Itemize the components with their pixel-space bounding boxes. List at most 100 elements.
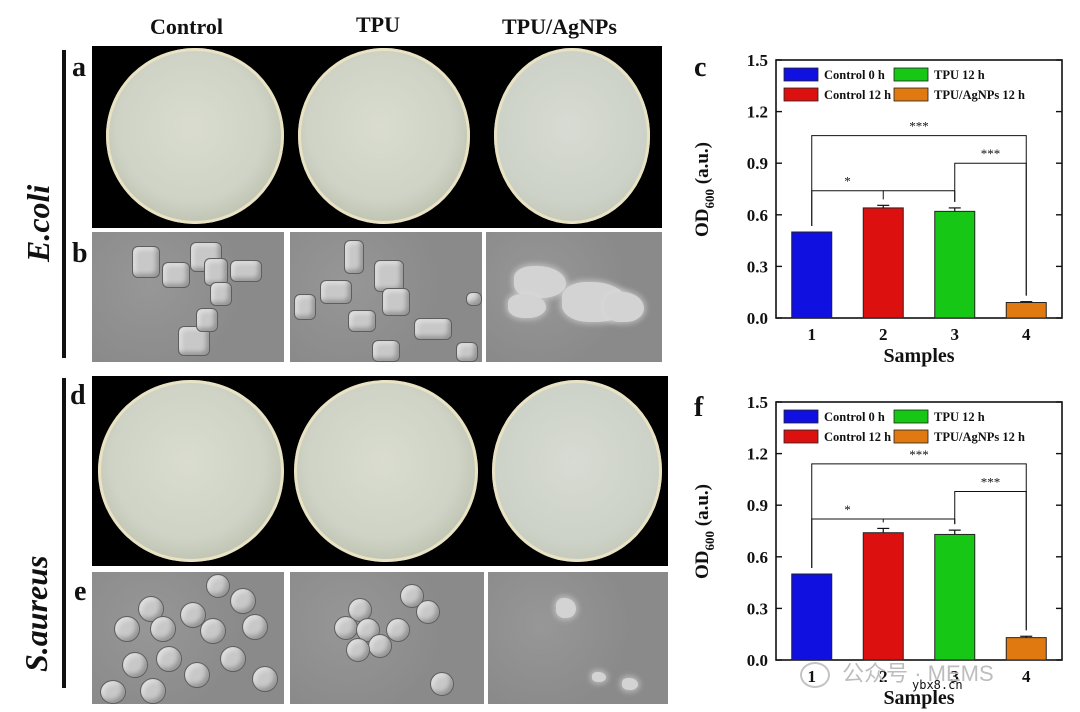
- legend-swatch: [783, 87, 819, 102]
- petri-dish-saureus-tpu-agnps: [492, 380, 662, 562]
- bar: [791, 573, 833, 661]
- bacterium-cell: [220, 646, 246, 672]
- sem-image-saureus-tpu-agnps: [488, 572, 668, 704]
- cell-debris: [592, 672, 606, 682]
- panel-label-c: c: [694, 52, 707, 83]
- x-tick-label: 1: [808, 325, 817, 344]
- y-tick-label: 1.2: [747, 103, 768, 122]
- bacterium-cell: [344, 240, 364, 274]
- significance-label: ***: [981, 146, 1001, 161]
- legend-label: Control 0 h: [824, 410, 885, 424]
- bacterium-cell: [320, 280, 352, 304]
- y-tick-label: 0.0: [747, 651, 768, 670]
- bacterium-cell: [346, 638, 370, 662]
- legend-label: Control 12 h: [824, 430, 891, 444]
- bacterium-cell: [466, 292, 482, 306]
- bar: [791, 231, 833, 319]
- column-title-tpu-agnps: TPU/AgNPs: [502, 14, 617, 39]
- y-tick-label: 0.0: [747, 309, 768, 328]
- bacterium-cell: [204, 258, 228, 286]
- legend-swatch: [893, 67, 929, 82]
- sem-image-ecoli-control: [92, 232, 284, 362]
- legend-swatch: [783, 409, 819, 424]
- legend-label: TPU 12 h: [934, 410, 985, 424]
- panel-label-a: a: [72, 52, 86, 83]
- y-tick-label: 1.5: [747, 51, 768, 70]
- bacterium-cell: [242, 614, 268, 640]
- column-title-tpu: TPU: [356, 12, 400, 37]
- y-tick-label: 0.3: [747, 599, 768, 618]
- petri-dish-ecoli-tpu-agnps: [494, 48, 650, 224]
- saureus-group-line: [62, 378, 66, 688]
- panel-label-b: b: [72, 238, 88, 269]
- chart-panel-c: 0.00.30.60.91.21.51 2 3 4*******Control 0 h…: [692, 51, 1063, 367]
- plot-frame: [775, 59, 1063, 319]
- x-tick-label: 3: [951, 325, 960, 344]
- legend-swatch: [893, 87, 929, 102]
- bacterium-cell: [140, 678, 166, 704]
- bacterium-cell: [456, 342, 478, 362]
- significance-label: ***: [909, 447, 929, 462]
- petri-dish-ecoli-control: [106, 48, 284, 224]
- sem-image-ecoli-tpu-agnps: [486, 232, 662, 362]
- bacterium-cell: [334, 616, 358, 640]
- petri-dish-saureus-control: [98, 380, 284, 562]
- bar: [1005, 637, 1047, 661]
- bacterium-cell: [374, 260, 404, 292]
- sem-image-saureus-control: [92, 572, 284, 704]
- y-tick-label: 0.6: [747, 548, 768, 567]
- petri-dish-strip-saureus: [92, 376, 668, 566]
- cell-debris: [514, 266, 566, 298]
- bacterium-cell: [230, 588, 256, 614]
- watermark-text: 公众号 · MEMS: [842, 661, 994, 686]
- bacterium-cell: [230, 260, 262, 282]
- panel-label-e: e: [74, 576, 87, 607]
- y-tick-label: 0.6: [747, 206, 768, 225]
- bacterium-cell: [294, 294, 316, 320]
- legend-swatch: [893, 409, 929, 424]
- y-axis-label: OD600 (a.u.): [692, 142, 717, 237]
- bacterium-cell: [414, 318, 452, 340]
- significance-label: *: [844, 174, 851, 189]
- bacterium-cell: [348, 310, 376, 332]
- panel-label-d: d: [70, 380, 86, 411]
- chart-panel-f: 0.00.30.60.91.21.51 2 3 4*******Control 0 h…: [692, 393, 1063, 709]
- cell-debris: [508, 294, 546, 318]
- bacterium-cell: [122, 652, 148, 678]
- column-title-control: Control: [150, 14, 223, 39]
- x-tick-label: 4: [1022, 325, 1031, 344]
- species-label-ecoli: E.coli: [20, 184, 56, 262]
- x-tick-label: 2: [879, 667, 888, 686]
- bacterium-cell: [114, 616, 140, 642]
- bacterium-cell: [150, 616, 176, 642]
- y-tick-label: 1.5: [747, 393, 768, 412]
- watermark: 公众号 · MEMS: [800, 656, 994, 689]
- legend-swatch: [893, 429, 929, 444]
- petri-dish-saureus-tpu: [294, 380, 478, 562]
- y-tick-label: 0.9: [747, 496, 768, 515]
- significance-bracket: [811, 463, 1027, 631]
- x-axis-label: Samples: [883, 687, 954, 709]
- petri-dish-ecoli-tpu: [298, 48, 470, 224]
- legend-label: TPU/AgNPs 12 h: [934, 430, 1025, 444]
- x-tick-label: 3: [951, 667, 960, 686]
- bacterium-cell: [430, 672, 454, 696]
- bacterium-cell: [372, 340, 400, 362]
- watermark-site: ybx8.cn: [912, 678, 963, 692]
- bacterium-cell: [156, 646, 182, 672]
- x-tick-label: 4: [1022, 667, 1031, 686]
- wechat-icon: [800, 662, 830, 689]
- y-tick-label: 1.2: [747, 445, 768, 464]
- bar: [862, 207, 904, 319]
- sem-image-saureus-tpu: [290, 572, 484, 704]
- legend-label: TPU/AgNPs 12 h: [934, 88, 1025, 102]
- bacterium-cell: [200, 618, 226, 644]
- bacterium-cell: [386, 618, 410, 642]
- bacterium-cell: [206, 574, 230, 598]
- bacterium-cell: [210, 282, 232, 306]
- bacterium-cell: [382, 288, 410, 316]
- x-axis-label: Samples: [883, 345, 954, 367]
- bar: [1005, 302, 1047, 319]
- bacterium-cell: [100, 680, 126, 704]
- bacterium-cell: [132, 246, 160, 278]
